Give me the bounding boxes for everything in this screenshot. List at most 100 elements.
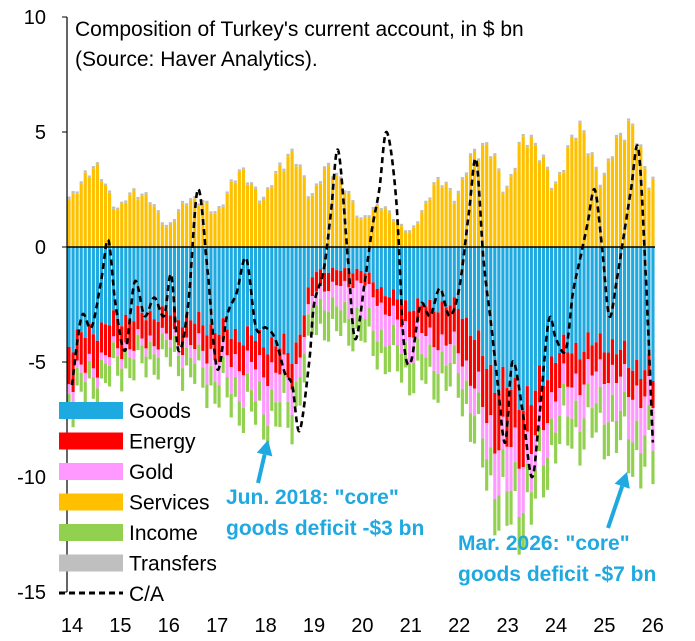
bar-goods bbox=[180, 247, 185, 328]
bar-energy bbox=[404, 300, 408, 322]
bar-goods bbox=[229, 247, 233, 339]
bar-gold bbox=[635, 385, 639, 421]
bar-income bbox=[574, 400, 578, 428]
bar-income bbox=[375, 341, 379, 370]
bar-income bbox=[103, 363, 108, 383]
bar-transfers bbox=[509, 173, 513, 177]
bar-income bbox=[395, 345, 400, 372]
bar-gold bbox=[509, 447, 513, 491]
bar-income bbox=[95, 388, 99, 413]
bar-goods bbox=[635, 247, 639, 360]
bar-gold bbox=[258, 355, 262, 382]
bar-services bbox=[253, 188, 258, 247]
bar-income bbox=[112, 342, 116, 359]
bar-gold bbox=[574, 373, 578, 401]
bar-goods bbox=[172, 247, 177, 308]
bar-gold bbox=[314, 291, 318, 306]
bar-transfers bbox=[339, 176, 343, 179]
bar-transfers bbox=[67, 196, 71, 199]
bar-energy bbox=[375, 288, 379, 306]
bar-services bbox=[383, 208, 387, 247]
bar-income bbox=[270, 389, 274, 411]
bar-goods bbox=[298, 247, 302, 335]
bar-transfers bbox=[103, 183, 108, 186]
bar-services bbox=[485, 144, 489, 247]
bar-services bbox=[501, 193, 505, 247]
bar-goods bbox=[558, 247, 562, 354]
bar-goods bbox=[343, 247, 347, 269]
bar-services bbox=[618, 135, 623, 247]
bar-gold bbox=[493, 453, 497, 499]
bar-income bbox=[464, 380, 469, 404]
bar-income bbox=[201, 367, 205, 388]
bar-goods bbox=[116, 247, 120, 319]
bar-gold bbox=[614, 383, 619, 421]
bar-income bbox=[440, 351, 444, 374]
bar-gold bbox=[371, 297, 375, 331]
bar-transfers bbox=[343, 190, 347, 193]
bar-income bbox=[116, 356, 120, 376]
bar-transfers bbox=[201, 199, 205, 203]
bar-services bbox=[189, 200, 193, 247]
bar-energy bbox=[241, 345, 245, 376]
bar-income bbox=[140, 345, 144, 364]
x-tick-label: 14 bbox=[61, 615, 83, 637]
bar-goods bbox=[168, 247, 172, 316]
bar-services bbox=[379, 210, 383, 247]
bar-energy bbox=[274, 346, 278, 373]
bar-gold bbox=[322, 291, 327, 311]
bar-services bbox=[440, 187, 444, 247]
bar-goods bbox=[420, 247, 424, 306]
bar-income bbox=[266, 426, 270, 454]
bar-income bbox=[120, 368, 124, 392]
bar-gold bbox=[602, 384, 606, 425]
bar-income bbox=[193, 363, 197, 384]
bar-energy bbox=[444, 307, 448, 346]
bar-transfers bbox=[237, 169, 241, 172]
bar-services bbox=[99, 181, 104, 247]
bar-gold bbox=[132, 350, 136, 360]
bar-energy bbox=[112, 310, 116, 337]
bar-income bbox=[359, 317, 363, 341]
bar-income bbox=[168, 347, 172, 367]
bar-energy bbox=[103, 324, 108, 356]
bar-transfers bbox=[310, 193, 314, 196]
bar-gold bbox=[651, 408, 655, 451]
bar-services bbox=[367, 217, 371, 247]
bar-gold bbox=[505, 446, 509, 492]
bar-goods bbox=[274, 247, 278, 347]
bar-services bbox=[168, 224, 172, 247]
bar-gold bbox=[489, 415, 493, 448]
bar-gold bbox=[306, 304, 310, 315]
bar-income bbox=[278, 402, 282, 428]
bar-energy bbox=[253, 340, 258, 370]
bar-energy bbox=[189, 320, 193, 346]
bar-gold bbox=[485, 423, 489, 460]
bar-transfers bbox=[424, 200, 428, 204]
bar-energy bbox=[586, 332, 590, 360]
bar-gold bbox=[249, 361, 254, 391]
bar-energy bbox=[505, 388, 509, 447]
bar-transfers bbox=[651, 176, 655, 179]
bar-transfers bbox=[217, 205, 221, 209]
bar-services bbox=[594, 169, 598, 247]
bar-services bbox=[472, 151, 477, 247]
bar-income bbox=[635, 420, 639, 451]
bar-energy bbox=[497, 390, 501, 451]
bar-services bbox=[270, 187, 274, 247]
bar-income bbox=[217, 385, 221, 408]
bar-services bbox=[424, 203, 428, 247]
bar-transfers bbox=[359, 217, 363, 220]
bar-energy bbox=[554, 362, 558, 402]
bar-goods bbox=[193, 247, 197, 324]
bar-goods bbox=[477, 247, 481, 331]
bar-energy bbox=[326, 272, 331, 292]
bar-services bbox=[75, 193, 79, 247]
bar-goods bbox=[408, 247, 412, 312]
bar-income bbox=[185, 347, 189, 366]
bar-transfers bbox=[590, 152, 594, 155]
bar-services bbox=[237, 171, 241, 247]
bar-goods bbox=[521, 247, 525, 411]
bar-transfers bbox=[586, 153, 590, 156]
bar-income bbox=[481, 438, 485, 468]
